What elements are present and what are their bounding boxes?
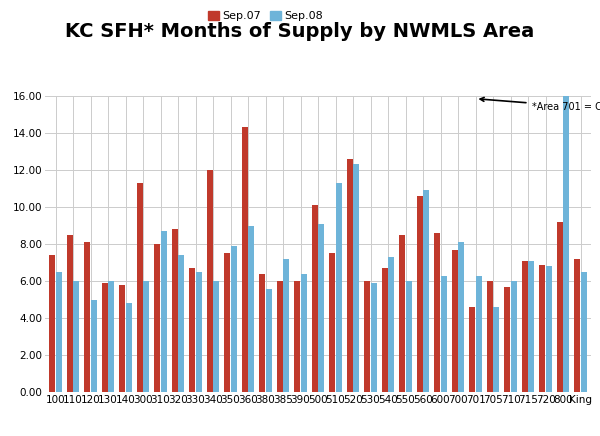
Text: KC SFH* Months of Supply by NWMLS Area: KC SFH* Months of Supply by NWMLS Area xyxy=(65,22,535,41)
Bar xyxy=(382,268,388,392)
Bar xyxy=(172,229,178,392)
Bar xyxy=(161,231,167,392)
Bar xyxy=(493,307,499,392)
Legend: Sep.07, Sep.08: Sep.07, Sep.08 xyxy=(203,7,328,26)
Bar xyxy=(84,242,91,392)
Bar xyxy=(154,244,160,392)
Bar xyxy=(102,283,108,392)
Bar xyxy=(67,235,73,392)
Bar xyxy=(364,281,370,392)
Bar xyxy=(458,242,464,392)
Bar xyxy=(581,272,587,392)
Bar xyxy=(312,205,318,392)
Bar xyxy=(563,96,569,392)
Bar xyxy=(388,257,394,392)
Bar xyxy=(189,268,196,392)
Bar xyxy=(91,300,97,392)
Bar xyxy=(143,281,149,392)
Bar xyxy=(511,281,517,392)
Bar xyxy=(521,261,528,392)
Bar xyxy=(545,266,552,392)
Bar xyxy=(557,222,563,392)
Bar xyxy=(242,127,248,392)
Bar xyxy=(440,276,447,392)
Bar xyxy=(335,183,342,392)
Bar xyxy=(539,265,545,392)
Bar xyxy=(248,226,254,392)
Text: *Area 701 = Condos: *Area 701 = Condos xyxy=(480,97,600,112)
Bar xyxy=(125,303,132,392)
Bar xyxy=(213,281,220,392)
Bar xyxy=(406,281,412,392)
Bar xyxy=(56,272,62,392)
Bar xyxy=(469,307,475,392)
Bar xyxy=(230,246,237,392)
Bar xyxy=(224,253,230,392)
Bar xyxy=(574,259,580,392)
Bar xyxy=(504,287,511,392)
Bar xyxy=(347,159,353,392)
Bar xyxy=(196,272,202,392)
Bar xyxy=(266,289,272,392)
Bar xyxy=(434,233,440,392)
Bar xyxy=(423,191,430,392)
Bar xyxy=(108,281,114,392)
Bar xyxy=(178,255,184,392)
Bar xyxy=(487,281,493,392)
Bar xyxy=(119,285,125,392)
Bar xyxy=(294,281,301,392)
Bar xyxy=(452,250,458,392)
Bar xyxy=(137,183,143,392)
Bar xyxy=(49,255,55,392)
Bar xyxy=(301,274,307,392)
Bar xyxy=(476,276,482,392)
Bar xyxy=(329,253,335,392)
Bar xyxy=(353,164,359,392)
Bar xyxy=(399,235,406,392)
Bar xyxy=(416,196,423,392)
Bar xyxy=(283,259,289,392)
Bar xyxy=(318,224,325,392)
Bar xyxy=(259,274,265,392)
Bar xyxy=(528,261,534,392)
Bar xyxy=(73,281,79,392)
Bar xyxy=(371,283,377,392)
Bar xyxy=(206,170,213,392)
Bar xyxy=(277,281,283,392)
